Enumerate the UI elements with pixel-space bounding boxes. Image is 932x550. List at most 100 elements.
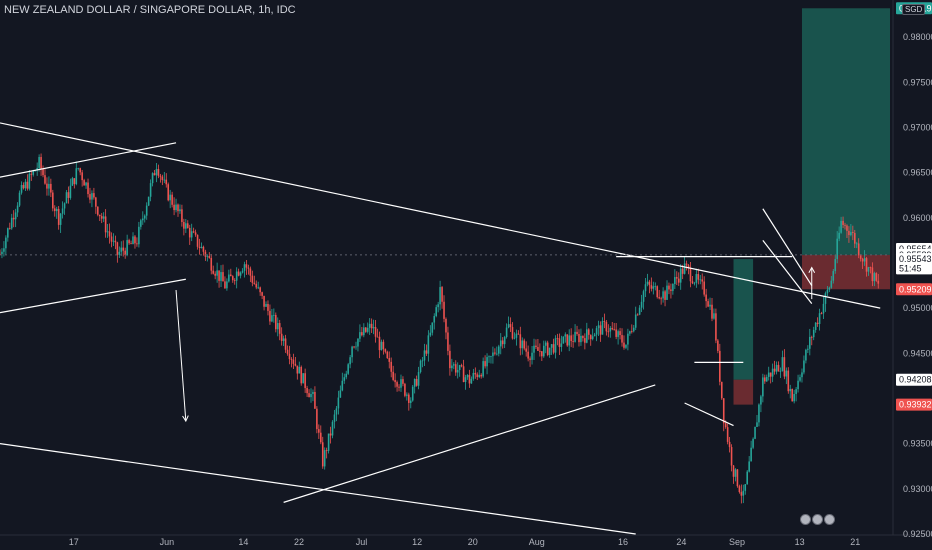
candle-body (364, 327, 367, 332)
candle-body (108, 231, 111, 237)
candle-body (621, 335, 623, 343)
candle-body (98, 214, 101, 217)
candle-body (603, 321, 606, 322)
candle-body (247, 267, 250, 269)
candle-body (818, 313, 821, 324)
candle-body (245, 264, 248, 268)
candle-body (218, 270, 220, 281)
candle-body (439, 287, 441, 305)
candle-body (494, 352, 496, 354)
candle-body (611, 327, 614, 330)
position-loss-zone[interactable] (801, 254, 890, 290)
candle-body (147, 196, 150, 206)
candle-body (527, 351, 529, 359)
candle-body (306, 387, 308, 394)
candle-body (850, 232, 852, 236)
position-loss-zone[interactable] (733, 379, 754, 405)
candle-body (427, 335, 430, 354)
settings-icon[interactable] (824, 514, 835, 525)
trendline[interactable] (762, 208, 813, 286)
candle-body (722, 398, 725, 424)
candle-body (390, 361, 393, 372)
candle-body (658, 297, 660, 299)
settings-icon[interactable] (812, 514, 823, 525)
price-tag-box (896, 262, 932, 275)
trendline[interactable] (684, 402, 734, 427)
settings-icon[interactable] (800, 514, 811, 525)
candle-body (10, 217, 13, 229)
candle-body (454, 364, 457, 373)
trendline[interactable] (762, 240, 813, 304)
candle-body (685, 263, 688, 266)
candle-body (501, 340, 504, 345)
candle-body (288, 353, 291, 360)
position-profit-zone[interactable] (733, 259, 754, 380)
candle-body (701, 279, 704, 282)
candle-body (69, 185, 72, 198)
candle-body (627, 333, 629, 345)
candle-body (329, 433, 332, 436)
candle-body (222, 272, 224, 282)
candle-body (163, 179, 166, 181)
candle-body (871, 267, 874, 282)
trendline[interactable] (283, 384, 656, 503)
candle-body (470, 378, 473, 384)
trendline[interactable] (0, 278, 186, 314)
candle-body (842, 220, 844, 225)
currency-badge[interactable]: SGD (902, 4, 926, 15)
candle-body (462, 366, 465, 383)
candle-body (863, 258, 866, 262)
candle-body (488, 356, 490, 358)
candle-body (636, 314, 639, 316)
candle-body (820, 313, 823, 315)
candle-body (302, 373, 304, 384)
trendline[interactable] (0, 443, 636, 535)
candle-body (617, 331, 619, 337)
candle-body (100, 216, 103, 219)
candle-body (601, 321, 604, 335)
candle-body (717, 340, 719, 351)
candle-body (492, 352, 494, 357)
candle-body (474, 372, 477, 375)
candle-body (855, 243, 858, 245)
candle-body (812, 329, 815, 338)
candle-body (769, 372, 772, 377)
price-tag-box (896, 373, 932, 386)
candle-body (343, 377, 346, 381)
candle-body (173, 204, 175, 211)
arrow-head (808, 266, 816, 273)
candle-body (615, 329, 617, 337)
candle-body (366, 327, 369, 332)
candle-body (280, 333, 283, 341)
candle-body (186, 223, 189, 228)
candle-body (363, 327, 365, 336)
candle-body (828, 287, 831, 290)
candle-body (875, 273, 878, 281)
candle-body (124, 250, 126, 255)
candle-body (752, 438, 754, 448)
time-axis[interactable]: 17 Jun 14 22 Jul 12 20 Aug 16 24 Sep 13 21 (69, 537, 861, 547)
arrow-line[interactable] (175, 290, 187, 422)
candle-body (118, 251, 121, 255)
candle-body (672, 283, 674, 291)
position-profit-zone[interactable] (801, 8, 890, 255)
candle-body (670, 289, 672, 291)
candle-body (294, 363, 297, 366)
candle-body (853, 233, 856, 244)
candle-body (497, 346, 500, 354)
candle-body (574, 331, 576, 342)
candle-body (726, 427, 729, 442)
candle-body (758, 404, 760, 423)
candle-body (484, 361, 486, 367)
candle-body (541, 351, 543, 357)
trendline[interactable] (0, 142, 177, 178)
candle-body (347, 364, 349, 374)
candle-body (308, 393, 310, 398)
candle-body (640, 301, 643, 308)
candle-body (198, 246, 201, 249)
trendline[interactable] (0, 122, 881, 309)
